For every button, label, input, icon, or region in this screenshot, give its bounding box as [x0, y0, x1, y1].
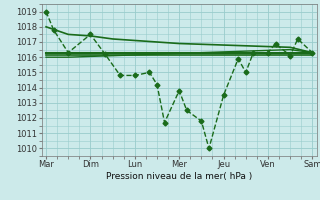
X-axis label: Pression niveau de la mer( hPa ): Pression niveau de la mer( hPa ) — [106, 172, 252, 181]
